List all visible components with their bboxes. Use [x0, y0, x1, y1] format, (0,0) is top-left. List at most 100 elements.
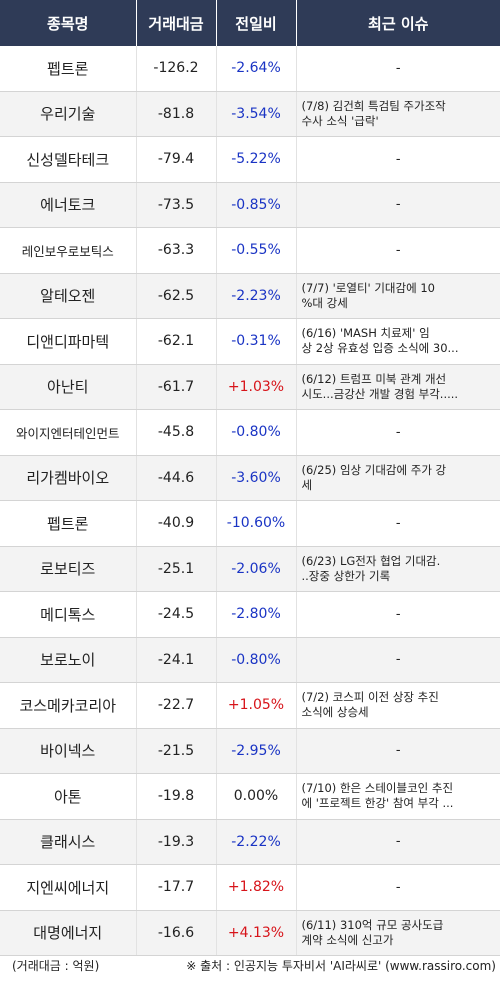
stock-name[interactable]: 펩트론	[0, 500, 137, 547]
trade-volume: -79.4	[136, 136, 217, 183]
recent-issue: -	[296, 591, 500, 638]
issue-line: -	[395, 652, 401, 668]
change-rate: -0.80%	[216, 409, 297, 456]
unit-note: (거래대금 : 억원)	[12, 959, 100, 973]
table-row: 펩트론 -40.9 -10.60% -	[0, 500, 500, 547]
trade-volume: -73.5	[136, 182, 217, 228]
trade-volume: -24.5	[136, 591, 217, 638]
table-header: 종목명 거래대금 전일비 최근 이슈	[0, 0, 500, 46]
change-rate: +4.13%	[216, 910, 297, 956]
stock-name[interactable]: 알테오젠	[0, 273, 137, 319]
trade-volume: -24.1	[136, 637, 217, 683]
stock-name[interactable]: 클래시스	[0, 819, 137, 865]
table-row: 지엔씨에너지 -17.7 +1.82% -	[0, 864, 500, 911]
recent-issue: -	[296, 864, 500, 911]
change-rate: -10.60%	[216, 500, 297, 547]
trade-volume: -62.1	[136, 318, 217, 365]
recent-issue[interactable]: (6/23) LG전자 협업 기대감. ..장중 상한가 기록	[296, 546, 500, 592]
issue-line: -	[395, 834, 401, 850]
stock-name[interactable]: 바이넥스	[0, 728, 137, 774]
trade-volume: -63.3	[136, 227, 217, 274]
table-row: 아난티 -61.7 +1.03% (6/12) 트럼프 미북 관계 개선 시도...금…	[0, 364, 500, 410]
issue-line: -	[395, 879, 401, 895]
issue-line: -	[395, 424, 401, 440]
recent-issue[interactable]: (6/11) 310억 규모 공사도급 계약 소식에 신고가	[296, 910, 500, 956]
trade-volume: -19.3	[136, 819, 217, 865]
issue-line: (6/11) 310억 규모 공사도급	[301, 917, 444, 932]
issue-line: %대 강세	[301, 295, 348, 310]
stock-name[interactable]: 펩트론	[0, 46, 137, 92]
change-rate: -2.95%	[216, 728, 297, 774]
recent-issue[interactable]: (7/10) 한은 스테이블코인 추진 에 '프로젝트 한강' 참여 부각 ...	[296, 773, 500, 820]
issue-line: -	[395, 60, 401, 76]
issue-line: 소식에 상승세	[301, 705, 369, 720]
table-row: 클래시스 -19.3 -2.22% -	[0, 819, 500, 865]
stock-table: 종목명 거래대금 전일비 최근 이슈 펩트론 -126.2 -2.64% - 우리기술 -…	[0, 0, 500, 956]
issue-line: -	[395, 151, 401, 167]
table-row: 아톤 -19.8 0.00% (7/10) 한은 스테이블코인 추진 에 '프로젝트 한…	[0, 773, 500, 820]
change-rate: -0.80%	[216, 637, 297, 683]
change-rate: -3.60%	[216, 455, 297, 501]
trade-volume: -25.1	[136, 546, 217, 592]
change-rate: -2.80%	[216, 591, 297, 638]
recent-issue: -	[296, 500, 500, 547]
stock-name[interactable]: 아톤	[0, 773, 137, 820]
trade-volume: -126.2	[136, 46, 217, 92]
stock-name[interactable]: 로보티즈	[0, 546, 137, 592]
stock-name[interactable]: 레인보우로보틱스	[0, 227, 137, 274]
stock-name[interactable]: 디앤디파마텍	[0, 318, 137, 365]
recent-issue[interactable]: (7/8) 김건희 특검팀 주가조작 수사 소식 '급락'	[296, 91, 500, 137]
change-rate: -2.06%	[216, 546, 297, 592]
change-rate: 0.00%	[216, 773, 297, 820]
recent-issue: -	[296, 227, 500, 274]
issue-line: (7/2) 코스피 이전 상장 추진	[301, 690, 439, 705]
table-row: 코스메카코리아 -22.7 +1.05% (7/2) 코스피 이전 상장 추진 소식에 …	[0, 682, 500, 729]
footer: (거래대금 : 억원) ※ 출처 : 인공지능 투자비서 'AI라씨로' (ww…	[0, 952, 500, 980]
table-row: 에너토크 -73.5 -0.85% -	[0, 182, 500, 228]
header-change: 전일비	[216, 0, 297, 46]
issue-line: (7/7) '로열티' 기대감에 10	[301, 280, 435, 295]
header-recent-issue: 최근 이슈	[296, 0, 500, 46]
recent-issue[interactable]: (6/12) 트럼프 미북 관계 개선 시도...금강산 개발 경험 부각...…	[296, 364, 500, 410]
issue-line: (6/25) 임상 기대감에 주가 강	[301, 462, 447, 477]
stock-name[interactable]: 코스메카코리아	[0, 682, 137, 729]
change-rate: -2.22%	[216, 819, 297, 865]
stock-name[interactable]: 리가켐바이오	[0, 455, 137, 501]
trade-volume: -45.8	[136, 409, 217, 456]
recent-issue: -	[296, 182, 500, 228]
issue-line: (6/23) LG전자 협업 기대감.	[301, 553, 441, 568]
stock-name[interactable]: 와이지엔터테인먼트	[0, 409, 137, 456]
recent-issue: -	[296, 728, 500, 774]
table-row: 보로노이 -24.1 -0.80% -	[0, 637, 500, 683]
stock-name[interactable]: 우리기술	[0, 91, 137, 137]
table-row: 펩트론 -126.2 -2.64% -	[0, 46, 500, 92]
stock-name[interactable]: 아난티	[0, 364, 137, 410]
issue-line: -	[395, 743, 401, 759]
recent-issue: -	[296, 409, 500, 456]
issue-line: 계약 소식에 신고가	[301, 932, 394, 947]
recent-issue[interactable]: (7/2) 코스피 이전 상장 추진 소식에 상승세	[296, 682, 500, 729]
trade-volume: -22.7	[136, 682, 217, 729]
stock-name[interactable]: 신성델타테크	[0, 136, 137, 183]
stock-name[interactable]: 대명에너지	[0, 910, 137, 956]
trade-volume: -16.6	[136, 910, 217, 956]
table-row: 메디톡스 -24.5 -2.80% -	[0, 591, 500, 638]
stock-name[interactable]: 보로노이	[0, 637, 137, 683]
stock-name[interactable]: 메디톡스	[0, 591, 137, 638]
recent-issue: -	[296, 819, 500, 865]
header-stock-name: 종목명	[0, 0, 137, 46]
change-rate: +1.82%	[216, 864, 297, 911]
table-row: 로보티즈 -25.1 -2.06% (6/23) LG전자 협업 기대감. ..장중 상…	[0, 546, 500, 592]
stock-name[interactable]: 지엔씨에너지	[0, 864, 137, 911]
stock-name[interactable]: 에너토크	[0, 182, 137, 228]
change-rate: +1.03%	[216, 364, 297, 410]
header-trade-volume: 거래대금	[136, 0, 217, 46]
table-row: 신성델타테크 -79.4 -5.22% -	[0, 136, 500, 183]
trade-volume: -19.8	[136, 773, 217, 820]
recent-issue[interactable]: (7/7) '로열티' 기대감에 10 %대 강세	[296, 273, 500, 319]
trade-volume: -81.8	[136, 91, 217, 137]
source-note: ※ 출처 : 인공지능 투자비서 'AI라씨로' (www.rassiro.co…	[186, 959, 496, 973]
